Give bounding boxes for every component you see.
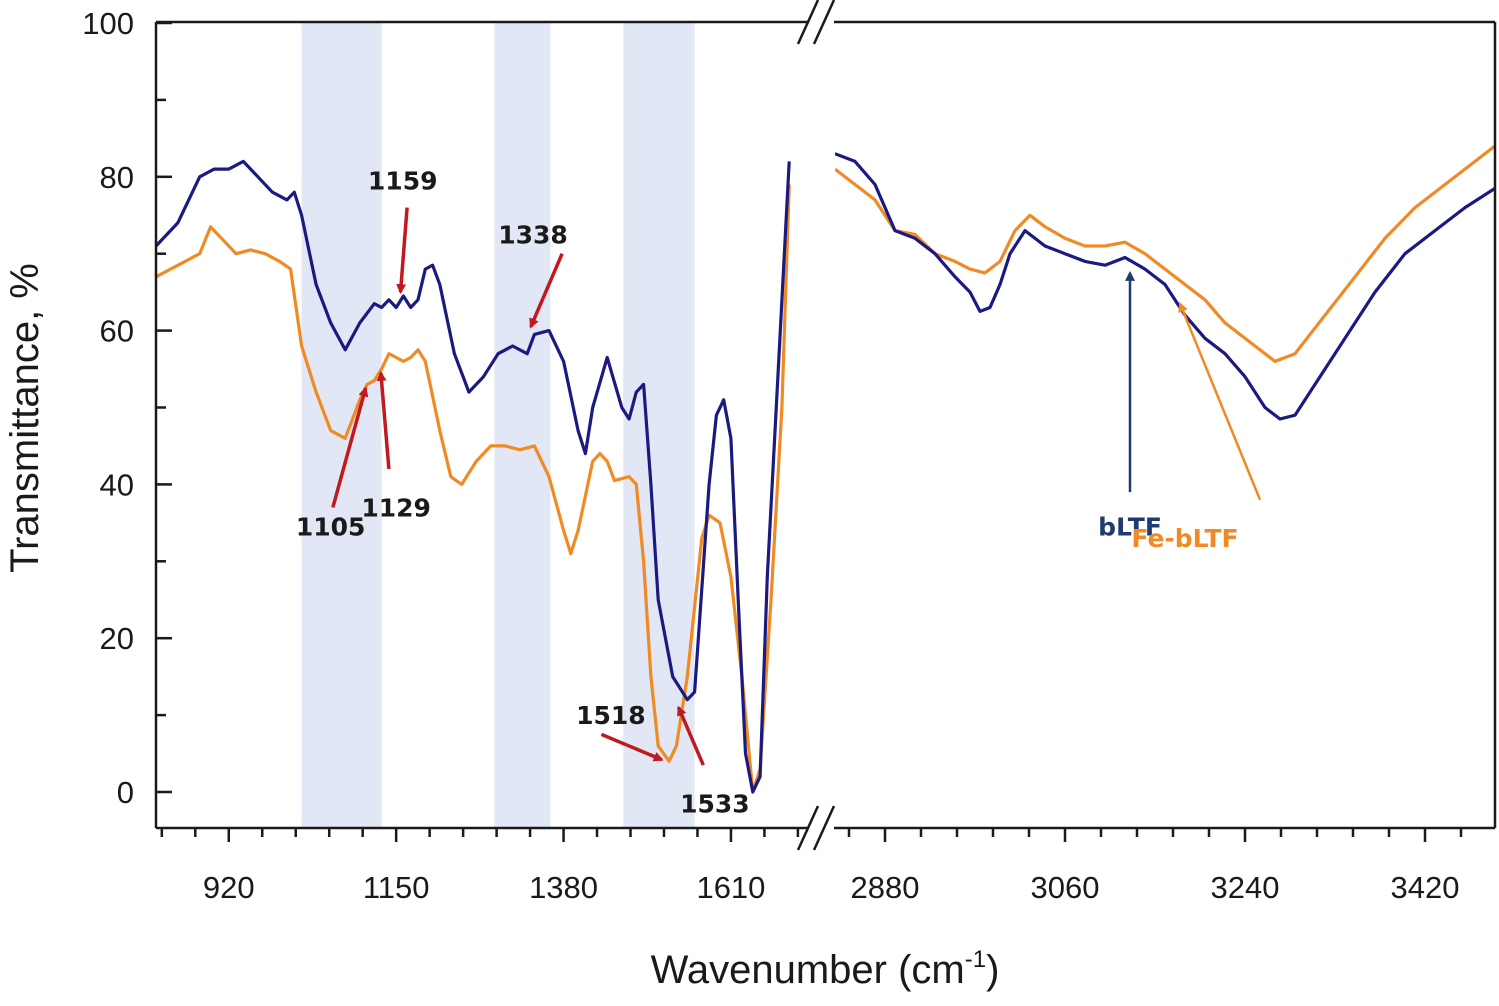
peak-label: 1129 <box>361 493 431 522</box>
x-tick-label: 1380 <box>529 870 598 905</box>
series-Fe-bLTF-high <box>835 144 1495 363</box>
legend-label: bLTF <box>1098 513 1162 542</box>
x-tick-label: 3420 <box>1391 870 1460 905</box>
annotation-arrow <box>529 253 564 329</box>
axis-break-bottom-2 <box>812 805 836 851</box>
peak-label: 1338 <box>498 220 568 249</box>
y-tick-label: 40 <box>100 467 134 502</box>
y-tick-label: 80 <box>100 160 134 195</box>
annotation-arrow <box>331 386 369 508</box>
y-tick-label: 0 <box>117 775 134 810</box>
y-tick-label: 100 <box>82 6 134 41</box>
peak-label: 1105 <box>296 513 366 542</box>
x-tick-label: 3060 <box>1031 870 1100 905</box>
shaded-region-2 <box>494 22 551 828</box>
axis-break-top-2 <box>812 0 836 45</box>
annotation-arrow <box>376 370 391 470</box>
x-tick-label: 3240 <box>1211 870 1280 905</box>
axis-break-top-1 <box>796 0 820 45</box>
legend-label: Fe-bLTF <box>1131 524 1238 553</box>
axes: 0 20 40 60 80 100 920 1150 1380 1610 2880 3060 3240 3… <box>82 0 1497 905</box>
annotation-arrow <box>600 732 664 762</box>
series-Fe-bLTF-low <box>156 184 791 794</box>
spectra <box>156 144 1495 794</box>
shaded-region-1 <box>301 22 382 828</box>
series-bLTF-low <box>156 159 791 794</box>
y-tick-label: 20 <box>100 621 134 656</box>
axis-break-bottom-1 <box>796 805 820 851</box>
series-bLTF-high <box>835 152 1495 421</box>
x-tick-label: 2880 <box>851 870 920 905</box>
peak-label: 1518 <box>576 701 646 730</box>
x-tick-label: 1150 <box>363 870 430 905</box>
x-axis-title: Wavenumber (cm-1) <box>651 946 1000 992</box>
y-axis-title: Transmittance, % <box>3 263 47 573</box>
annotation-arrow <box>676 705 705 766</box>
y-tick-label: 60 <box>100 314 134 349</box>
x-tick-label: 1610 <box>696 870 765 905</box>
x-tick-label: 920 <box>203 870 255 905</box>
annotation-arrow <box>396 207 409 295</box>
peak-label: 1533 <box>680 790 750 819</box>
annotation-arrow <box>1178 301 1262 501</box>
peak-label: 1159 <box>368 167 438 196</box>
